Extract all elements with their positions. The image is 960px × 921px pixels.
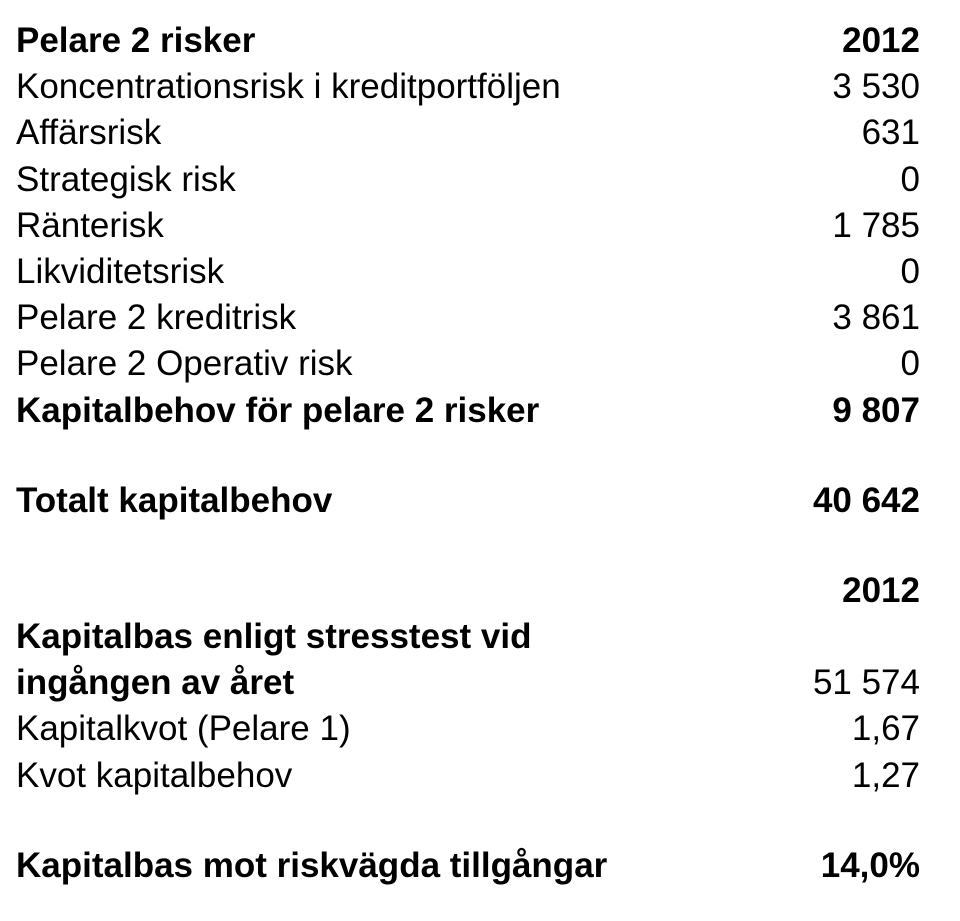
row-value: 0 — [780, 157, 920, 203]
row-label: Affärsrisk — [16, 110, 161, 156]
table-row: Strategisk risk 0 — [16, 157, 920, 203]
section2-year-row: 2012 — [16, 568, 920, 614]
row-label: Likviditetsrisk — [16, 249, 224, 295]
row-label: Strategisk risk — [16, 157, 236, 203]
kvot-pelare1-row: Kapitalkvot (Pelare 1) 1,67 — [16, 706, 920, 752]
row-value: 3 861 — [780, 295, 920, 341]
total-capital-row: Totalt kapitalbehov 40 642 — [16, 478, 920, 524]
table-row: Ränterisk 1 785 — [16, 203, 920, 249]
kvot-behov-label: Kvot kapitalbehov — [16, 753, 292, 799]
section1-header-label: Pelare 2 risker — [16, 18, 255, 64]
row-label: Pelare 2 Operativ risk — [16, 341, 353, 387]
spacer — [16, 434, 920, 478]
section2-year: 2012 — [780, 568, 920, 614]
stress-label-line1: Kapitalbas enligt stresstest vid — [16, 614, 531, 660]
table-row: Affärsrisk 631 — [16, 110, 920, 156]
spacer — [16, 524, 920, 568]
stress-line2-row: ingången av året 51 574 — [16, 660, 920, 706]
section1-total-label: Kapitalbehov för pelare 2 risker — [16, 388, 539, 434]
spacer — [16, 799, 920, 843]
stress-label-line2: ingången av året — [16, 660, 294, 706]
row-value: 0 — [780, 341, 920, 387]
kvot-pelare1-label: Kapitalkvot (Pelare 1) — [16, 706, 351, 752]
row-label: Koncentrationsrisk i kreditportföljen — [16, 64, 561, 110]
table-row: Pelare 2 Operativ risk 0 — [16, 341, 920, 387]
row-value: 0 — [780, 249, 920, 295]
total-capital-label: Totalt kapitalbehov — [16, 478, 332, 524]
kvot-behov-row: Kvot kapitalbehov 1,27 — [16, 753, 920, 799]
row-value: 3 530 — [780, 64, 920, 110]
section1-total-row: Kapitalbehov för pelare 2 risker 9 807 — [16, 388, 920, 434]
table-row: Likviditetsrisk 0 — [16, 249, 920, 295]
final-value: 14,0% — [780, 843, 920, 889]
kvot-pelare1-value: 1,67 — [780, 706, 920, 752]
row-label: Ränterisk — [16, 203, 164, 249]
row-value: 1 785 — [780, 203, 920, 249]
document-page: Pelare 2 risker 2012 Koncentrationsrisk … — [0, 0, 960, 889]
kvot-behov-value: 1,27 — [780, 753, 920, 799]
section1-header-row: Pelare 2 risker 2012 — [16, 18, 920, 64]
total-capital-value: 40 642 — [780, 478, 920, 524]
table-row: Koncentrationsrisk i kreditportföljen 3 … — [16, 64, 920, 110]
final-label: Kapitalbas mot riskvägda tillgångar — [16, 843, 607, 889]
table-row: Pelare 2 kreditrisk 3 861 — [16, 295, 920, 341]
section1-header-value: 2012 — [780, 18, 920, 64]
final-row: Kapitalbas mot riskvägda tillgångar 14,0… — [16, 843, 920, 889]
section1-total-value: 9 807 — [780, 388, 920, 434]
row-label: Pelare 2 kreditrisk — [16, 295, 296, 341]
stress-value: 51 574 — [780, 660, 920, 706]
row-value: 631 — [780, 110, 920, 156]
stress-label-line1-row: Kapitalbas enligt stresstest vid — [16, 614, 920, 660]
